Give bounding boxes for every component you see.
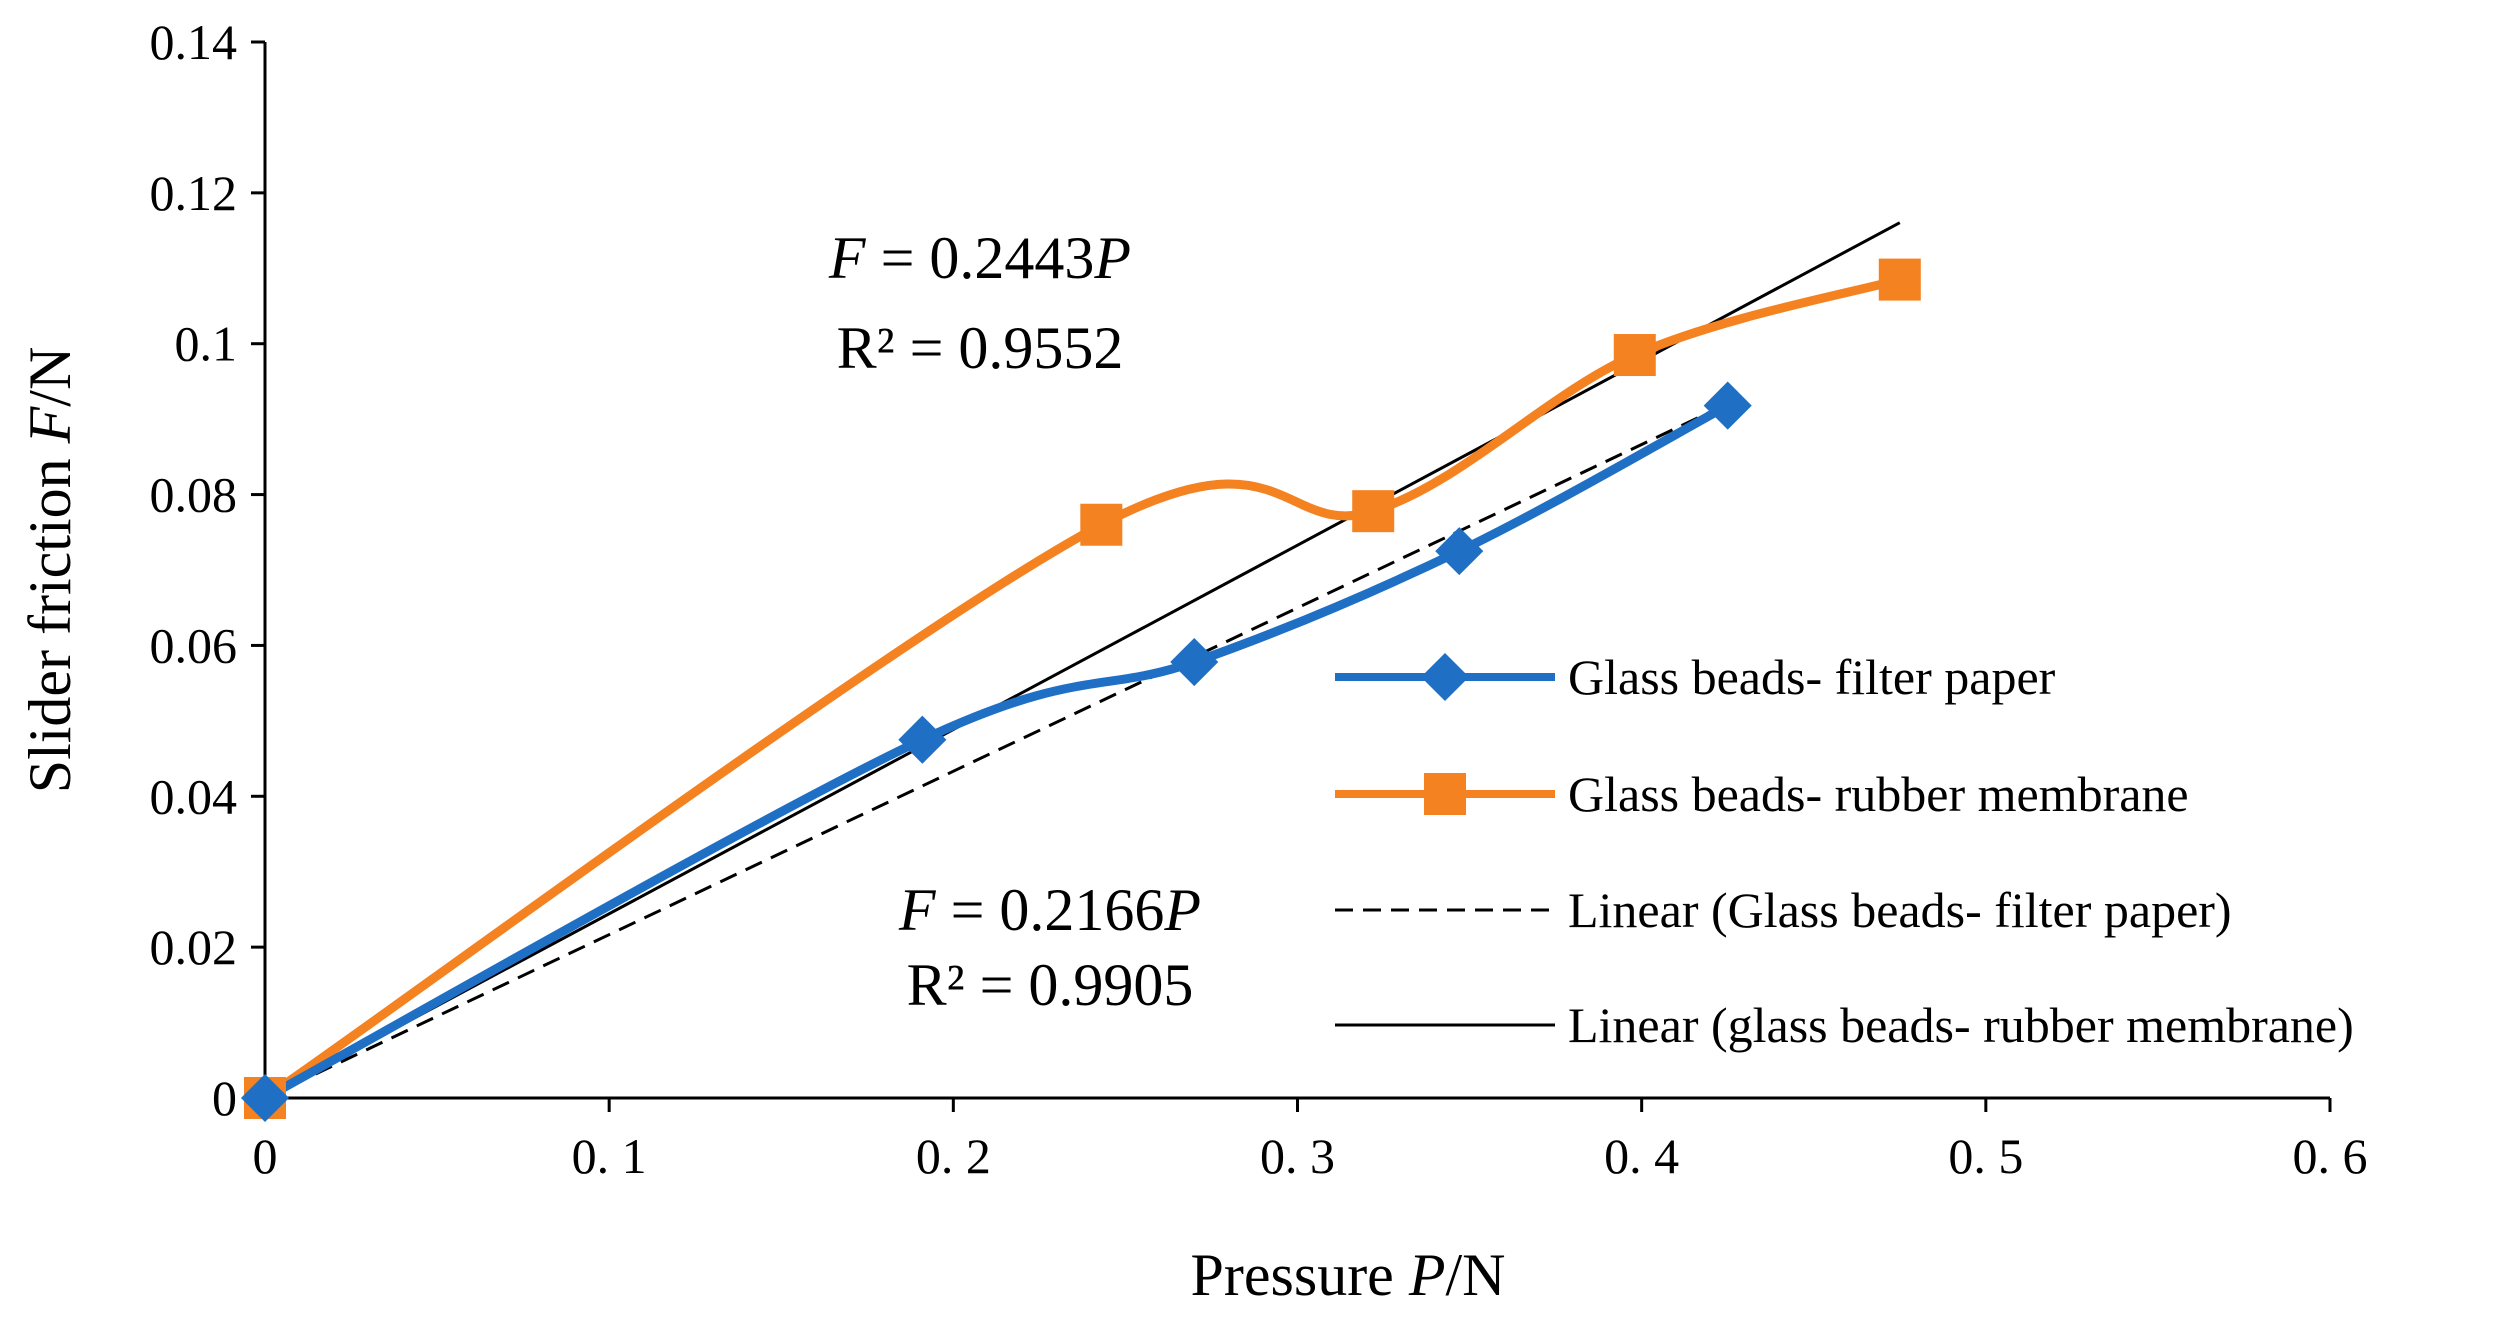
y-tick-label: 0.14 [150,14,238,70]
x-tick-label: 0 [253,1128,278,1184]
legend-marker-rubber-membrane [1424,773,1466,815]
y-tick-label: 0.06 [150,617,238,673]
legend-entry-filter-paper: Glass beads- filter paper [1335,649,2056,705]
data-point-filter-paper [1435,527,1484,576]
legend-label-linear-rubber-membrane: Linear (glass beads- rubber membrane) [1568,997,2354,1053]
y-axis-title: Slider friction F/N [17,347,83,794]
y-tick-label: 0.1 [175,316,238,372]
legend-label-filter-paper: Glass beads- filter paper [1568,649,2056,705]
x-tick-label: 0. 3 [1260,1128,1335,1184]
filter-fit-eq-rhs: = 0.2166 [936,877,1165,943]
legend-label-rubber-membrane: Glass beads- rubber membrane [1568,766,2189,822]
filter-fit-r2: R² = 0.9905 [907,952,1194,1018]
x-axis-title-prefix: Pressure [1191,1242,1409,1308]
data-point-rubber-membrane [1080,503,1123,546]
y-axis-title-var: F [17,405,83,444]
data-point-filter-paper [1703,381,1752,430]
rubber-fit-eq-rhs: = 0.2443 [866,225,1095,291]
data-point-rubber-membrane [1352,490,1395,533]
axes: 0 0.02 0.04 0.06 0.08 0.1 0.12 0.14 0 0. 1 0. 2 0.… [150,14,2368,1184]
filter-fit-annotation: F = 0.2166P R² = 0.9905 [898,877,1201,1018]
filter-fit-eq-var: F [898,877,937,943]
filter-fit-equation: F = 0.2166P [898,877,1201,943]
data-point-rubber-membrane [1613,334,1656,377]
legend-marker-filter-paper [1420,652,1470,702]
series-line-rubber-membrane [260,275,1905,1103]
y-tick-label: 0.04 [150,768,238,824]
x-axis-title: Pressure P/N [1191,1242,1506,1308]
rubber-fit-eq-var: F [828,225,867,291]
x-tick-label: 0. 1 [572,1128,647,1184]
x-tick-label: 0. 2 [916,1128,991,1184]
data-point-filter-paper [898,715,947,764]
x-ticks: 0 0. 1 0. 2 0. 3 0. 4 0. 5 0. 6 [253,1098,2368,1184]
x-tick-label: 0. 6 [2293,1128,2368,1184]
x-axis-title-var: P [1408,1242,1446,1308]
rubber-fit-equation: F = 0.2443P [828,225,1131,291]
data-point-filter-paper [1170,637,1219,687]
trendline-filter-paper [264,402,1729,1100]
rubber-fit-r2: R² = 0.9552 [837,315,1124,381]
x-tick-label: 0. 4 [1604,1128,1679,1184]
filter-fit-eq-rhs-var: P [1163,877,1201,943]
y-axis-title-unit: /N [17,347,83,407]
y-tick-label: 0.12 [150,165,238,221]
y-axis-title-prefix: Slider friction [17,443,83,793]
legend-entry-rubber-membrane: Glass beads- rubber membrane [1335,766,2189,822]
y-ticks: 0 0.02 0.04 0.06 0.08 0.1 0.12 0.14 [150,14,265,1126]
rubber-fit-annotation: F = 0.2443P R² = 0.9552 [828,225,1131,381]
x-tick-label: 0. 5 [1948,1128,2023,1184]
y-tick-label: 0.02 [150,919,238,975]
legend-entry-linear-filter-paper: Linear (Glass beads- filter paper) [1335,882,2232,938]
data-point-rubber-membrane [1878,258,1921,301]
rubber-fit-eq-rhs-var: P [1093,225,1131,291]
x-axis-title-unit: /N [1445,1242,1505,1308]
series-lines [260,275,1905,1103]
y-tick-label: 0 [212,1070,237,1126]
legend-label-linear-filter-paper: Linear (Glass beads- filter paper) [1568,882,2232,938]
legend: Glass beads- filter paper Glass beads- r… [1335,649,2354,1053]
y-tick-label: 0.08 [150,467,238,523]
series-line-filter-paper [260,401,1733,1103]
legend-entry-linear-rubber-membrane: Linear (glass beads- rubber membrane) [1335,997,2354,1053]
